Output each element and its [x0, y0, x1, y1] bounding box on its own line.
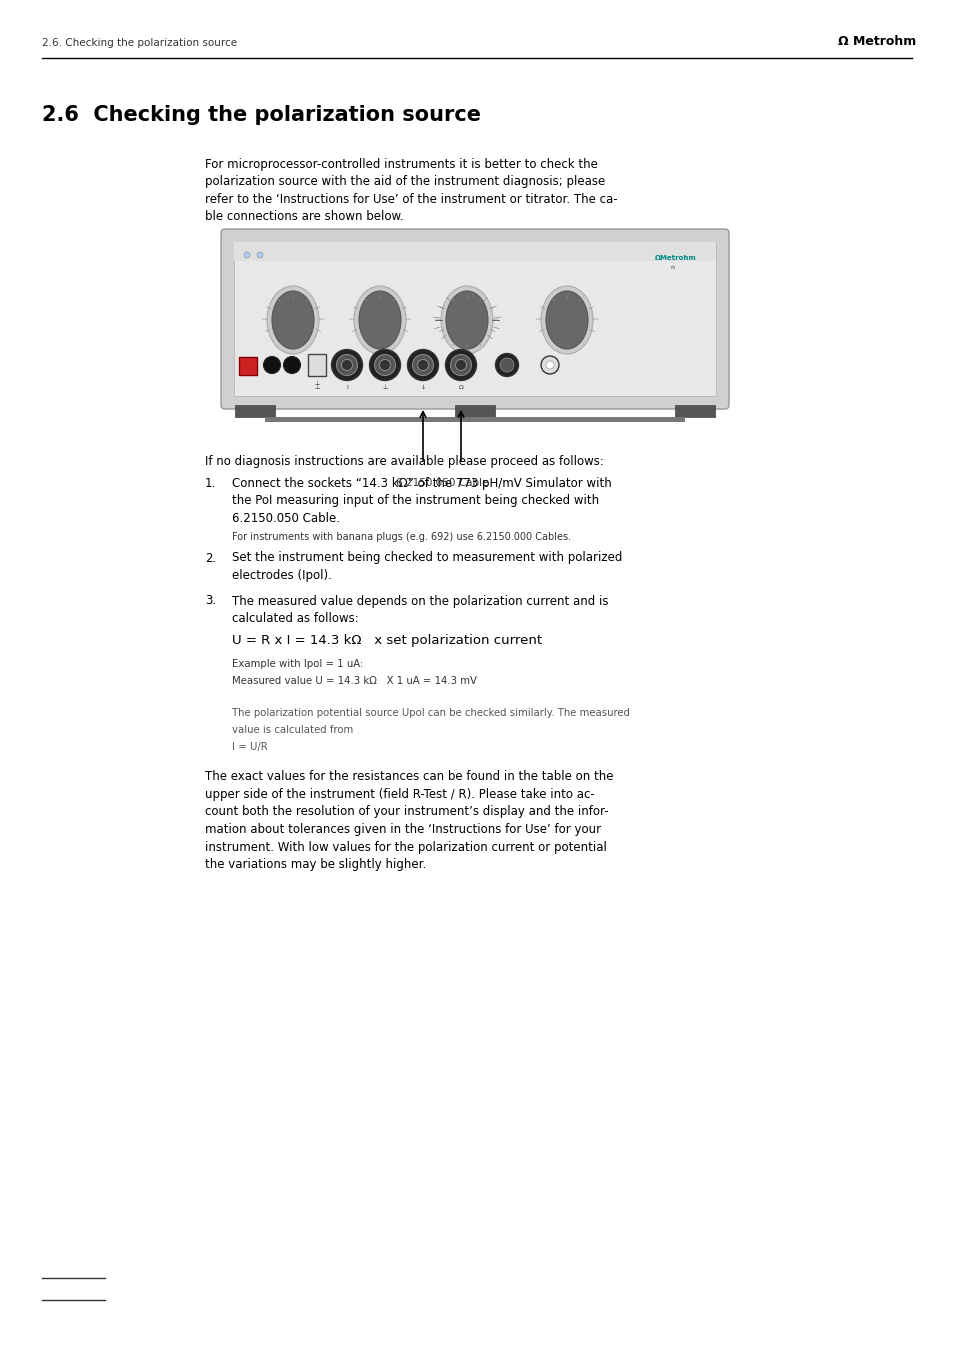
Circle shape — [455, 359, 466, 370]
Text: Ω: Ω — [458, 385, 463, 389]
Text: The exact values for the resistances can be found in the table on the: The exact values for the resistances can… — [205, 770, 613, 784]
Text: ble connections are shown below.: ble connections are shown below. — [205, 211, 403, 223]
Circle shape — [540, 357, 558, 374]
Circle shape — [283, 357, 300, 373]
Text: I: I — [346, 385, 348, 389]
Text: The polarization potential source Upol can be checked similarly. The measured: The polarization potential source Upol c… — [232, 708, 629, 719]
Text: electrodes (Ipol).: electrodes (Ipol). — [232, 569, 332, 582]
Text: polarization source with the aid of the instrument diagnosis; please: polarization source with the aid of the … — [205, 176, 604, 189]
Bar — [455, 405, 495, 417]
Circle shape — [417, 359, 428, 370]
Text: 2.: 2. — [205, 551, 216, 565]
Text: For microprocessor-controlled instruments it is better to check the: For microprocessor-controlled instrument… — [205, 158, 598, 172]
Text: 6.2150.050 Cable.: 6.2150.050 Cable. — [232, 512, 339, 526]
Text: instrument. With low values for the polarization current or potential: instrument. With low values for the pola… — [205, 840, 606, 854]
Circle shape — [379, 359, 390, 370]
Text: 2.6. Checking the polarization source: 2.6. Checking the polarization source — [42, 38, 237, 49]
Text: count both the resolution of your instrument’s display and the infor-: count both the resolution of your instru… — [205, 805, 608, 819]
Ellipse shape — [545, 290, 587, 349]
Bar — [265, 417, 684, 422]
Text: ↓: ↓ — [420, 385, 425, 389]
Bar — [308, 354, 326, 376]
Circle shape — [256, 253, 263, 258]
Circle shape — [495, 354, 518, 377]
Text: n: n — [669, 265, 673, 270]
Bar — [233, 242, 716, 261]
Text: calculated as follows:: calculated as follows: — [232, 612, 358, 626]
Ellipse shape — [267, 286, 318, 354]
Text: 3.: 3. — [205, 594, 216, 608]
Text: upper side of the instrument (field R-Test / R). Please take into ac-: upper side of the instrument (field R-Te… — [205, 788, 594, 801]
Text: ΩMetrohm: ΩMetrohm — [655, 255, 696, 261]
Circle shape — [445, 350, 476, 381]
Circle shape — [369, 350, 400, 381]
Bar — [234, 405, 274, 417]
Ellipse shape — [272, 290, 314, 349]
Text: value is calculated from: value is calculated from — [232, 725, 353, 735]
Circle shape — [263, 357, 280, 373]
Circle shape — [407, 350, 438, 381]
Text: U = R x I = 14.3 kΩ   x set polarization current: U = R x I = 14.3 kΩ x set polarization c… — [232, 635, 541, 647]
Text: Set the instrument being checked to measurement with polarized: Set the instrument being checked to meas… — [232, 551, 621, 565]
Text: I = U/R: I = U/R — [232, 743, 268, 753]
Text: the PoI measuring input of the instrument being checked with: the PoI measuring input of the instrumen… — [232, 494, 598, 508]
Ellipse shape — [540, 286, 593, 354]
Bar — [675, 405, 714, 417]
Bar — [239, 357, 256, 374]
Text: 1.: 1. — [205, 477, 216, 490]
Circle shape — [244, 253, 250, 258]
Bar — [233, 242, 716, 396]
Text: The measured value depends on the polarization current and is: The measured value depends on the polari… — [232, 594, 608, 608]
Text: Connect the sockets “14.3 kΩ” of the 773 pH/mV Simulator with: Connect the sockets “14.3 kΩ” of the 773… — [232, 477, 611, 490]
Text: ⊥: ⊥ — [382, 385, 387, 389]
Text: 2.6  Checking the polarization source: 2.6 Checking the polarization source — [42, 105, 480, 126]
Circle shape — [331, 350, 362, 381]
Circle shape — [375, 354, 395, 376]
Text: Measured value U = 14.3 kΩ   X 1 uA = 14.3 mV: Measured value U = 14.3 kΩ X 1 uA = 14.3… — [232, 677, 476, 686]
Text: refer to the ‘Instructions for Use’ of the instrument or titrator. The ca-: refer to the ‘Instructions for Use’ of t… — [205, 193, 617, 205]
Ellipse shape — [354, 286, 406, 354]
Text: mation about tolerances given in the ‘Instructions for Use’ for your: mation about tolerances given in the ‘In… — [205, 823, 600, 836]
Text: Ω Metrohm: Ω Metrohm — [837, 35, 915, 49]
Circle shape — [545, 361, 554, 369]
FancyBboxPatch shape — [221, 230, 728, 409]
Text: ⊥: ⊥ — [314, 381, 319, 386]
Circle shape — [341, 359, 352, 370]
Text: the variations may be slightly higher.: the variations may be slightly higher. — [205, 858, 426, 871]
Ellipse shape — [440, 286, 493, 354]
Ellipse shape — [446, 290, 488, 349]
Text: 6.2150.050 Cable: 6.2150.050 Cable — [395, 478, 488, 488]
Circle shape — [412, 354, 433, 376]
Circle shape — [499, 358, 514, 372]
Circle shape — [450, 354, 471, 376]
Circle shape — [336, 354, 357, 376]
Text: If no diagnosis instructions are available please proceed as follows:: If no diagnosis instructions are availab… — [205, 455, 603, 467]
Text: For instruments with banana plugs (e.g. 692) use 6.2150.000 Cables.: For instruments with banana plugs (e.g. … — [232, 531, 571, 542]
Text: Example with Ipol = 1 uA:: Example with Ipol = 1 uA: — [232, 659, 363, 669]
Ellipse shape — [358, 290, 400, 349]
Text: ⊥: ⊥ — [314, 385, 319, 389]
